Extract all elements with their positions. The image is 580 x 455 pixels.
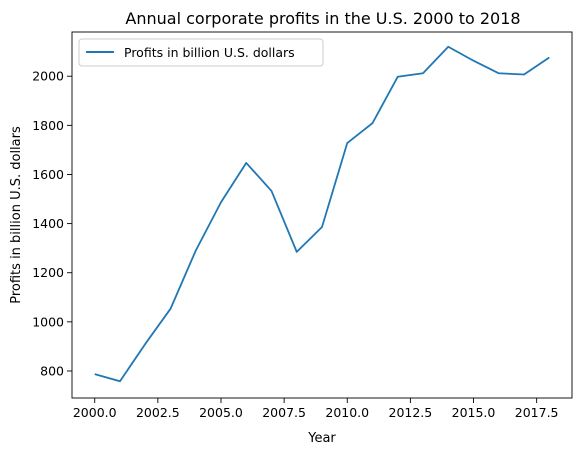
y-axis-label: Profits in billion U.S. dollars xyxy=(9,126,24,304)
data-point xyxy=(195,249,197,251)
data-point xyxy=(321,226,323,228)
data-point xyxy=(447,46,449,48)
y-tick-label: 2000 xyxy=(32,69,64,84)
data-point xyxy=(498,72,500,74)
data-point xyxy=(371,122,373,124)
data-point xyxy=(472,60,474,62)
data-point xyxy=(346,142,348,144)
x-tick-label: 2015.0 xyxy=(452,405,496,420)
y-tick-label: 1200 xyxy=(32,265,64,280)
x-axis-label: Year xyxy=(307,431,336,446)
x-tick-label: 2017.5 xyxy=(515,405,559,420)
y-tick-label: 1400 xyxy=(32,216,64,231)
data-point xyxy=(144,343,146,345)
series-layer xyxy=(94,45,550,383)
x-tick-label: 2012.5 xyxy=(389,405,433,420)
y-tick-label: 1600 xyxy=(32,167,64,182)
data-point xyxy=(245,162,247,164)
plot-frame xyxy=(71,31,573,399)
x-tick-label: 2000.0 xyxy=(73,405,117,420)
y-tick-label: 1000 xyxy=(32,314,64,329)
chart-title: Annual corporate profits in the U.S. 200… xyxy=(125,9,520,28)
legend-frame xyxy=(78,38,324,67)
series-line xyxy=(94,45,550,383)
data-point xyxy=(94,373,96,375)
data-point xyxy=(296,251,298,253)
data-point xyxy=(397,76,399,78)
y-tick-label: 1800 xyxy=(32,118,64,133)
x-tick-label: 2007.5 xyxy=(262,405,306,420)
legend-entry: Profits in billion U.S. dollars xyxy=(124,45,295,60)
data-point xyxy=(548,56,550,58)
x-axis: 2000.0 2002.5 2005.0 2007.5 2010.0 2012.5 2015… xyxy=(73,398,559,420)
data-point xyxy=(270,190,272,192)
data-point xyxy=(422,72,424,74)
legend: Profits in billion U.S. dollars xyxy=(78,38,324,67)
x-tick-label: 2002.5 xyxy=(136,405,180,420)
x-tick-label: 2010.0 xyxy=(325,405,369,420)
data-point xyxy=(119,380,121,382)
x-tick-label: 2005.0 xyxy=(199,405,243,420)
y-axis: 800 1000 1200 1400 1600 1800 2000 xyxy=(32,69,72,378)
data-point xyxy=(523,73,525,75)
data-point xyxy=(220,201,222,203)
y-tick-label: 800 xyxy=(40,363,64,378)
plot-area: 2000.0 2002.5 2005.0 2007.5 2010.0 2012.5 2015… xyxy=(32,31,573,420)
data-point xyxy=(169,308,171,310)
